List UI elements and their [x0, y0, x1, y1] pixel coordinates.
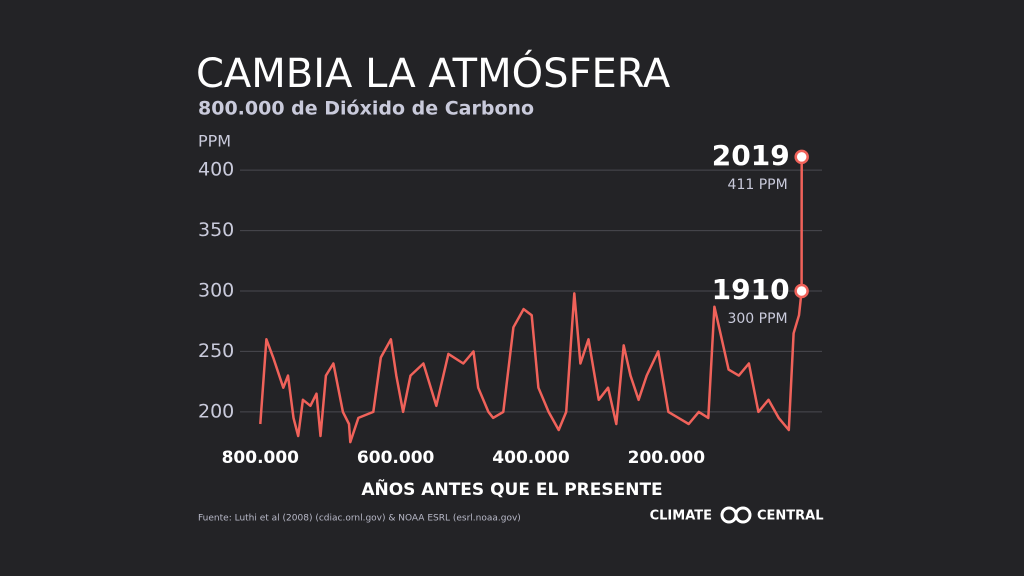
point-marker	[794, 149, 809, 165]
x-axis-label: AÑOS ANTES QUE EL PRESENTE	[361, 477, 662, 500]
x-tick-label: 400.000	[492, 448, 570, 468]
y-tick-label: 400	[198, 159, 234, 181]
x-tick-label: 800.000	[222, 448, 300, 468]
x-tick-label: 200.000	[628, 448, 706, 468]
chart-title: CAMBIA LA ATMÓSFERA	[196, 49, 671, 97]
annotation-year: 1910	[712, 273, 790, 306]
brand-left: CLIMATE	[650, 509, 712, 524]
source: Fuente: Luthi et al (2008) (cdiac.ornl.g…	[198, 514, 521, 524]
data-line	[259, 156, 803, 444]
y-axis-label: PPM	[198, 132, 231, 151]
chart-subtitle: 800.000 de Dióxido de Carbono	[198, 98, 534, 120]
annotation-year: 2019	[712, 139, 790, 172]
brand-right: CENTRAL	[757, 509, 824, 524]
x-tick-label: 600.000	[357, 448, 435, 468]
y-tick-label: 300	[198, 280, 234, 302]
annotation-note: 411 PPM	[728, 177, 788, 193]
point-marker	[794, 283, 809, 299]
y-tick-label: 250	[198, 340, 234, 362]
logo	[734, 506, 752, 524]
y-tick-label: 350	[198, 219, 234, 241]
annotation-note: 300 PPM	[727, 311, 787, 327]
y-tick-label: 200	[198, 400, 234, 422]
